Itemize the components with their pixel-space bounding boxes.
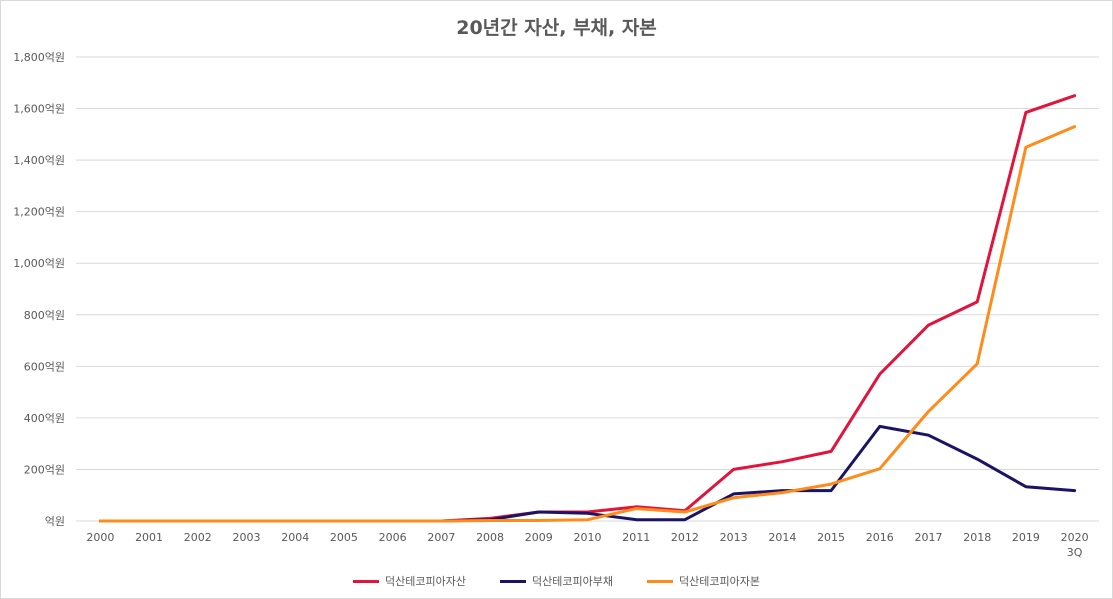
x-tick-label: 2004 (281, 531, 309, 544)
legend-label: 덕산테코피아자본 (678, 575, 760, 588)
y-tick-label: 200억원 (24, 463, 65, 476)
x-tick-label: 2001 (135, 531, 163, 544)
x-tick-label: 2014 (768, 531, 796, 544)
y-tick-label: 800억원 (24, 309, 65, 322)
legend-swatch (353, 579, 380, 583)
y-tick-label: 1,800억원 (13, 51, 65, 64)
x-tick-label: 2007 (427, 531, 455, 544)
x-tick-label: 2009 (525, 531, 553, 544)
y-tick-label: 1,400억원 (13, 154, 65, 167)
x-tick-label: 2006 (379, 531, 407, 544)
x-tick-label: 2017 (915, 531, 943, 544)
y-tick-label: 400억원 (24, 412, 65, 425)
x-tick-label: 2011 (622, 531, 650, 544)
x-tick-label: 3Q (1067, 546, 1083, 559)
x-tick-label: 2018 (963, 531, 991, 544)
x-tick-label: 2010 (574, 531, 602, 544)
x-tick-label: 2002 (184, 531, 212, 544)
y-tick-label: 1,200억원 (13, 206, 65, 219)
x-tick-label: 2013 (720, 531, 748, 544)
x-tick-label: 2003 (233, 531, 261, 544)
legend-label: 덕산테코피아부채 (532, 575, 613, 588)
y-tick-label: 1,600억원 (13, 103, 65, 116)
chart-legend: 덕산테코피아자산 덕산테코피아부채 덕산테코피아자본 (1, 573, 1112, 589)
x-tick-label: 2008 (476, 531, 504, 544)
series-line (98, 125, 1077, 523)
y-tick-label: 1,000억원 (13, 257, 65, 270)
legend-swatch (646, 579, 673, 583)
legend-item: 덕산테코피아부채 (500, 573, 613, 589)
y-tick-label: 600억원 (24, 360, 65, 373)
series-line (98, 94, 1077, 523)
series-line (98, 424, 1077, 523)
legend-swatch (500, 579, 527, 583)
x-tick-label: 2012 (671, 531, 699, 544)
legend-item: 덕산테코피아자본 (646, 573, 760, 589)
x-tick-label: 2015 (817, 531, 845, 544)
x-tick-label: 2016 (866, 531, 894, 544)
x-tick-label: 2019 (1012, 531, 1040, 544)
x-tick-label: 2005 (330, 531, 358, 544)
x-tick-label: 2020 (1061, 531, 1089, 544)
legend-label: 덕산테코피아자산 (385, 575, 467, 588)
x-tick-label: 2000 (86, 531, 114, 544)
chart-title: 20년간 자산, 부채, 자본 (456, 17, 657, 39)
y-tick-label: 억원 (45, 515, 65, 528)
legend-item: 덕산테코피아자산 (353, 573, 466, 589)
